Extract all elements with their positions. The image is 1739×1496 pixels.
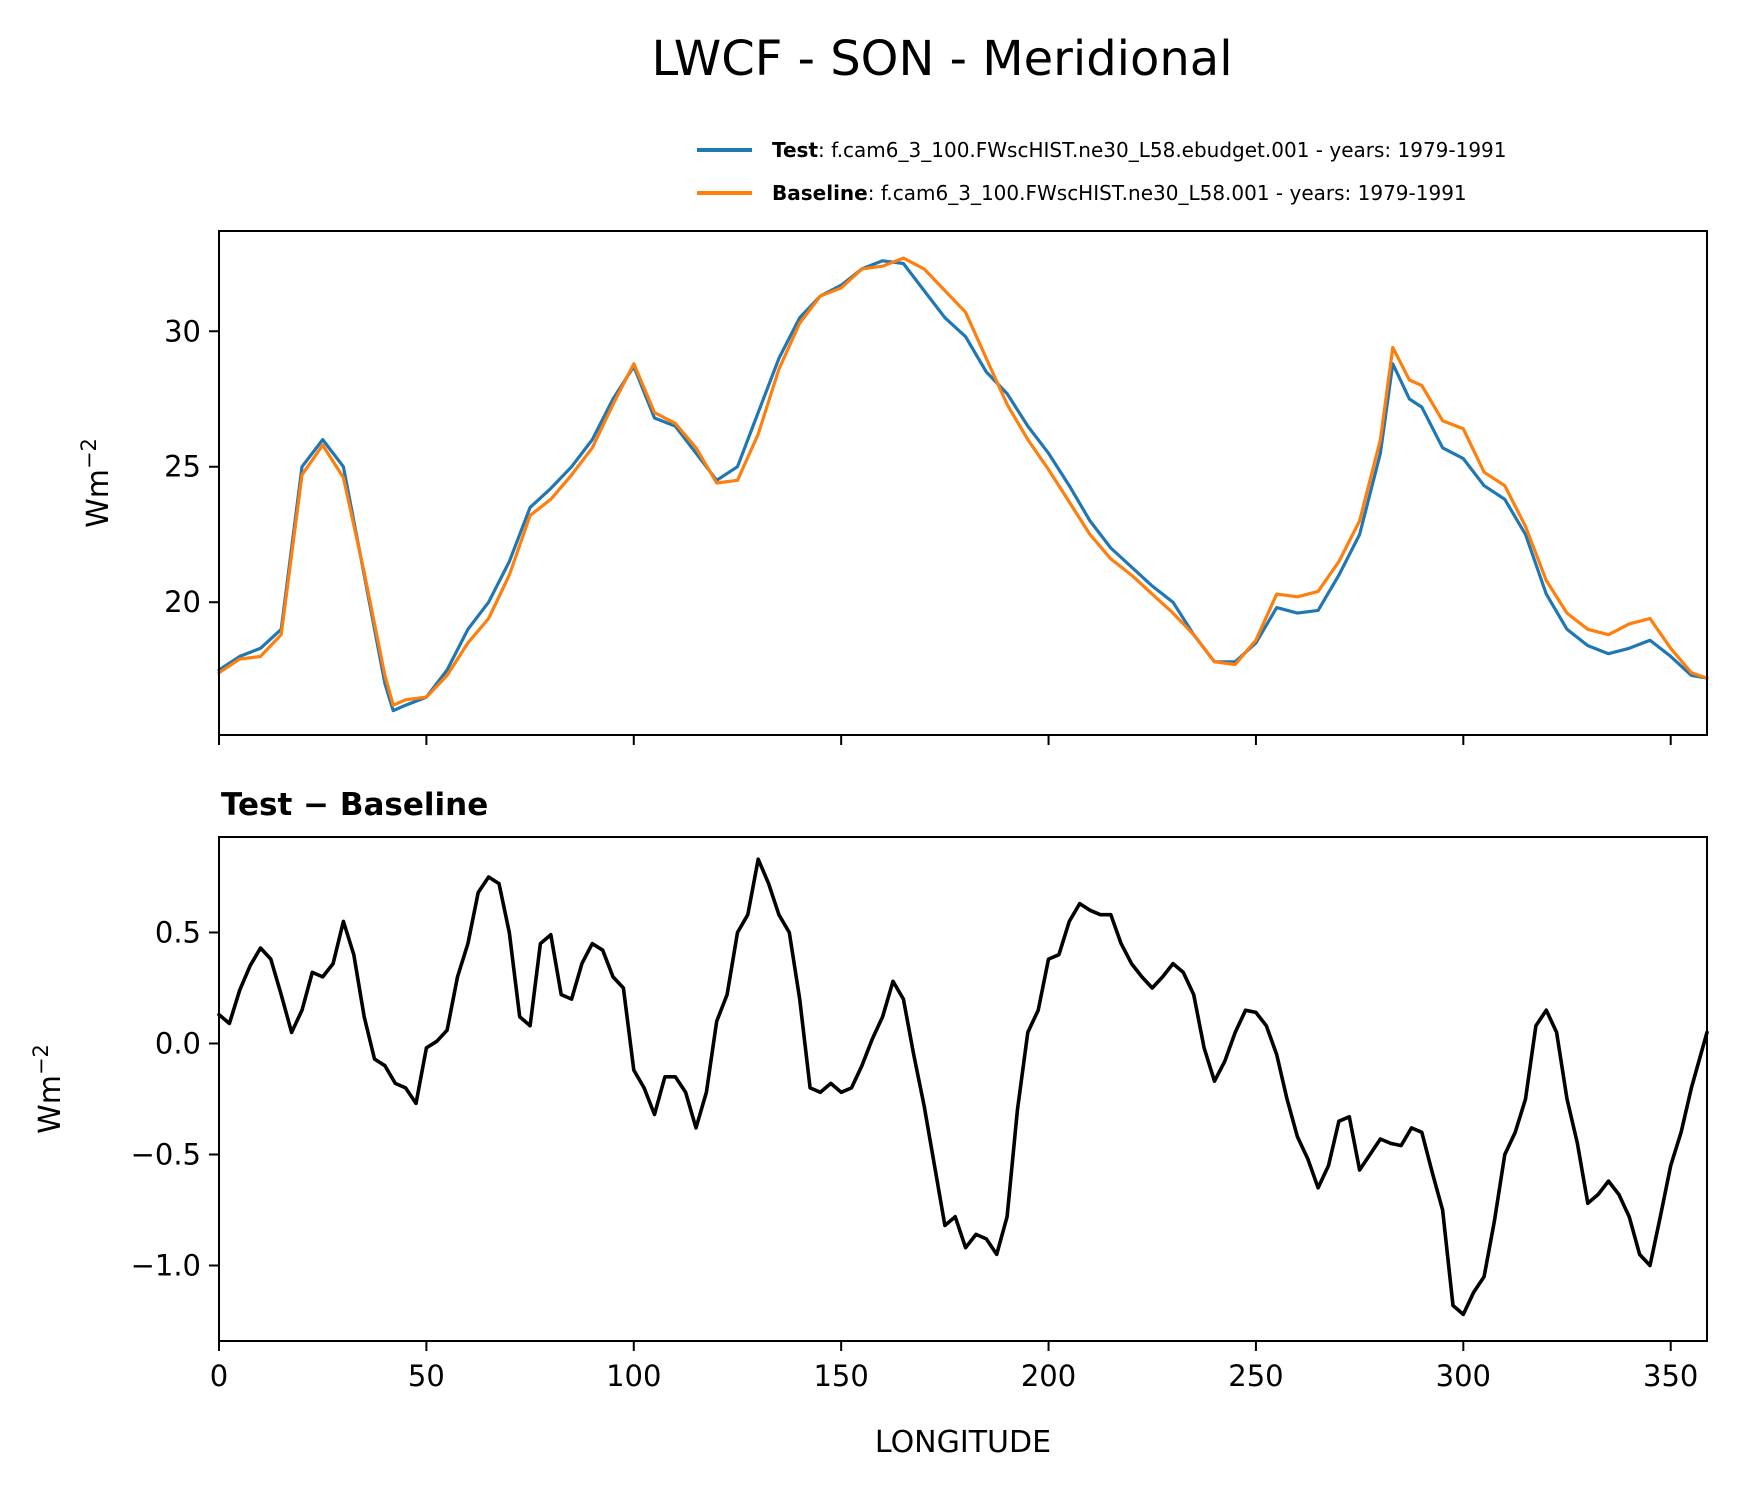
bottom-x-tick-label: 300 (1436, 1359, 1491, 1393)
bottom-y-tick-label: 0.5 (155, 915, 201, 949)
bottom-x-tick-label: 350 (1643, 1359, 1698, 1393)
top-ylabel-base: Wm (81, 469, 116, 528)
legend-label-test: Test (772, 138, 818, 162)
figure-title: LWCF - SON - Meridional (651, 31, 1232, 87)
bottom-panel-title: Test − Baseline (221, 787, 488, 823)
top-y-tick-label: 20 (164, 585, 201, 619)
top-panel: 20 25 30 Wm−2 (77, 230, 1709, 745)
bottom-y-ticks: −1.0 −0.5 0.0 0.5 (131, 915, 219, 1283)
bottom-x-tick-label: 100 (606, 1359, 661, 1393)
bottom-y-tick-label: −0.5 (131, 1137, 201, 1171)
bottom-x-tick-label: 200 (1021, 1359, 1076, 1393)
bottom-ylabel-exp: −2 (29, 1044, 53, 1075)
top-x-ticks (218, 735, 1672, 745)
bottom-x-tick-label: 0 (210, 1359, 228, 1393)
bottom-series-line-test-baseline (217, 857, 1709, 1317)
top-y-tick-label: 25 (164, 450, 201, 484)
bottom-x-tick-label: 50 (408, 1359, 445, 1393)
x-axis-label: LONGITUDE (875, 1425, 1051, 1460)
legend-entry-test: Test: f.cam6_3_100.FWscHIST.ne30_L58.ebu… (772, 138, 1507, 162)
bottom-x-tick-label: 150 (813, 1359, 868, 1393)
top-y-ticks: 20 25 30 (164, 314, 219, 619)
bottom-ylabel-base: Wm (33, 1075, 68, 1134)
top-series-line-test (217, 259, 1709, 713)
bottom-panel: Test − Baseline −1.0 −0.5 0.0 0.5 0 50 100 150… (29, 787, 1709, 1460)
top-y-axis-label: Wm−2 (77, 438, 116, 528)
bottom-y-tick-label: 0.0 (155, 1026, 201, 1060)
bottom-y-tick-label: −1.0 (131, 1249, 201, 1283)
legend-text-baseline: : f.cam6_3_100.FWscHIST.ne30_L58.001 - y… (868, 181, 1467, 205)
top-y-tick-label: 30 (164, 314, 201, 348)
legend-entry-baseline: Baseline: f.cam6_3_100.FWscHIST.ne30_L58… (772, 181, 1467, 205)
bottom-axes-frame (218, 836, 1708, 1342)
bottom-y-axis-label: Wm−2 (29, 1044, 68, 1134)
top-series-lines (217, 256, 1709, 713)
bottom-x-ticks: 0 50 100 150 200 250 300 350 (210, 1341, 1698, 1393)
top-axes-frame (218, 230, 1708, 736)
top-ylabel-exp: −2 (77, 438, 101, 469)
legend-label-baseline: Baseline (772, 181, 868, 205)
bottom-series-lines (217, 857, 1709, 1317)
bottom-x-tick-label: 250 (1228, 1359, 1283, 1393)
legend: Test: f.cam6_3_100.FWscHIST.ne30_L58.ebu… (697, 138, 1507, 205)
top-series-line-baseline (217, 256, 1709, 707)
legend-text-test: : f.cam6_3_100.FWscHIST.ne30_L58.ebudget… (818, 138, 1507, 162)
